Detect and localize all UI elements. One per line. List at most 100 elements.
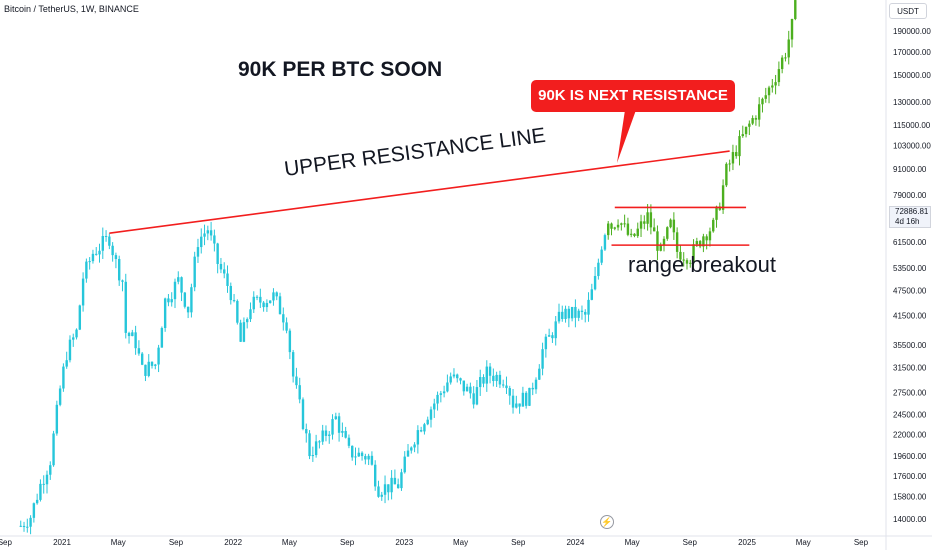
candle-body — [377, 486, 380, 497]
candle-body — [731, 152, 735, 164]
upper-resistance-line — [109, 150, 730, 234]
candle-body — [200, 236, 203, 248]
candle-body — [662, 238, 666, 246]
y-tick-label: 35500.00 — [893, 341, 927, 350]
candle-body — [429, 409, 433, 420]
candle-body — [495, 374, 498, 382]
candle-body — [42, 483, 45, 485]
candle-body — [255, 296, 259, 298]
candle-body — [616, 224, 620, 228]
candle-body — [32, 503, 36, 518]
candle-body — [547, 335, 551, 337]
candle-body — [492, 375, 495, 382]
candle-body — [721, 185, 725, 210]
candle-body — [180, 277, 183, 293]
candle-body — [101, 236, 104, 251]
candle-body — [154, 364, 157, 366]
x-tick-label: May — [796, 538, 811, 547]
candle-body — [649, 212, 653, 228]
candle-body — [157, 347, 160, 365]
y-tick-label: 190000.00 — [893, 27, 931, 36]
candle-body — [295, 376, 298, 386]
candle-body — [331, 419, 334, 435]
candle-body — [252, 296, 255, 310]
candle-body — [469, 386, 472, 394]
candle-body — [698, 241, 702, 247]
candle-body — [442, 391, 446, 394]
candle-body — [416, 430, 420, 445]
candle-body — [482, 377, 485, 384]
candle-body — [603, 235, 607, 250]
candle-body — [590, 289, 594, 300]
candle-body — [88, 261, 91, 263]
candle-body — [534, 379, 538, 390]
candle-body — [186, 306, 190, 313]
candle-body — [367, 455, 370, 460]
resistance-callout: 90K IS NEXT RESISTANCE — [531, 80, 735, 112]
y-tick-label: 53500.00 — [893, 264, 927, 273]
candle-body — [262, 302, 265, 308]
candle-body — [705, 236, 708, 241]
y-tick-label: 130000.00 — [893, 98, 931, 107]
candle-body — [771, 85, 774, 88]
chart-title-annotation: 90K PER BTC SOON — [238, 58, 443, 81]
candle-body — [170, 299, 173, 303]
candle-body — [364, 456, 367, 460]
candle-body — [636, 228, 639, 237]
candle-body — [524, 392, 528, 406]
candle-body — [511, 395, 515, 408]
candle-body — [735, 152, 738, 157]
candle-body — [767, 87, 771, 96]
candle-body — [682, 259, 685, 261]
candle-body — [118, 259, 121, 281]
candle-body — [646, 212, 649, 224]
candle-body — [249, 309, 252, 320]
candle-body — [111, 245, 114, 256]
candle-body — [531, 387, 534, 390]
candle-body — [341, 430, 344, 433]
candle-body — [288, 330, 292, 353]
candle-body — [538, 368, 541, 380]
candle-body — [692, 244, 695, 263]
candle-body — [623, 223, 626, 225]
y-tick-label: 15800.00 — [893, 492, 927, 501]
candle-body — [351, 445, 354, 458]
x-tick-label: May — [625, 538, 640, 547]
candle-body — [318, 441, 321, 443]
candle-body — [360, 452, 364, 457]
candle-body — [751, 118, 754, 124]
x-tick-label: Sep — [169, 538, 184, 547]
candle-body — [465, 386, 469, 392]
lightning-icon[interactable]: ⚡ — [600, 515, 614, 529]
candle-body — [104, 236, 108, 238]
candle-body — [134, 332, 137, 349]
candle-body — [505, 385, 508, 389]
candle-body — [777, 69, 781, 83]
candle-body — [393, 477, 397, 485]
candle-body — [564, 308, 567, 319]
candle-body — [209, 230, 213, 236]
y-tick-label: 115000.00 — [893, 121, 931, 130]
candle-body — [613, 227, 616, 229]
y-tick-label: 103000.00 — [893, 142, 931, 151]
candle-body — [413, 444, 416, 448]
currency-badge[interactable]: USDT — [889, 3, 927, 19]
candle-body — [669, 219, 672, 228]
x-tick-label: May — [453, 538, 468, 547]
candle-body — [436, 394, 439, 404]
symbol-label[interactable]: Bitcoin / TetherUS, 1W, BINANCE — [4, 4, 139, 14]
candle-body — [150, 361, 154, 366]
current-price: 72886.81 — [895, 207, 929, 216]
y-tick-label: 14000.00 — [893, 515, 927, 524]
candle-body — [167, 298, 170, 303]
candle-body — [459, 378, 462, 381]
candle-body — [380, 494, 383, 497]
candle-body — [282, 314, 285, 323]
y-tick-label: 19600.00 — [893, 452, 927, 461]
candle-body — [75, 329, 78, 338]
candle-body — [626, 223, 630, 235]
candle-body — [213, 235, 216, 244]
candle-body — [584, 311, 587, 315]
candle-body — [324, 430, 328, 436]
